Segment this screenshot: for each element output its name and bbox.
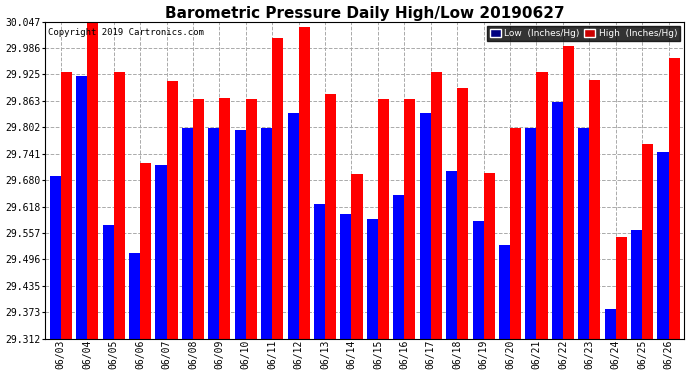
Bar — [340, 214, 351, 339]
Bar — [76, 76, 87, 339]
Bar — [182, 128, 193, 339]
Bar — [563, 46, 574, 339]
Legend: Low  (Inches/Hg), High  (Inches/Hg): Low (Inches/Hg), High (Inches/Hg) — [487, 26, 680, 40]
Bar — [552, 102, 563, 339]
Bar — [288, 113, 299, 339]
Bar — [604, 309, 615, 339]
Bar — [299, 27, 310, 339]
Bar — [510, 128, 521, 339]
Bar — [484, 172, 495, 339]
Bar — [219, 98, 230, 339]
Bar — [367, 219, 378, 339]
Bar — [615, 237, 627, 339]
Bar — [525, 128, 536, 339]
Bar — [431, 72, 442, 339]
Bar — [473, 221, 484, 339]
Bar — [140, 163, 151, 339]
Bar — [589, 80, 600, 339]
Bar — [103, 225, 114, 339]
Bar — [669, 58, 680, 339]
Bar — [404, 99, 415, 339]
Bar — [393, 195, 404, 339]
Bar — [208, 128, 219, 339]
Bar — [536, 72, 548, 339]
Bar — [235, 130, 246, 339]
Bar — [578, 128, 589, 339]
Bar — [457, 88, 469, 339]
Bar — [50, 176, 61, 339]
Bar — [87, 22, 99, 339]
Bar — [631, 230, 642, 339]
Bar — [642, 144, 653, 339]
Bar — [129, 253, 140, 339]
Title: Barometric Pressure Daily High/Low 20190627: Barometric Pressure Daily High/Low 20190… — [165, 6, 564, 21]
Bar — [499, 244, 510, 339]
Bar — [446, 171, 457, 339]
Bar — [314, 204, 325, 339]
Bar — [273, 38, 284, 339]
Bar — [166, 81, 177, 339]
Bar — [114, 72, 125, 339]
Bar — [378, 99, 389, 339]
Bar — [61, 72, 72, 339]
Bar — [193, 99, 204, 339]
Bar — [325, 94, 336, 339]
Bar — [351, 174, 362, 339]
Bar — [658, 152, 669, 339]
Bar — [155, 165, 166, 339]
Bar — [420, 113, 431, 339]
Bar — [246, 99, 257, 339]
Text: Copyright 2019 Cartronics.com: Copyright 2019 Cartronics.com — [48, 28, 204, 37]
Bar — [261, 128, 273, 339]
